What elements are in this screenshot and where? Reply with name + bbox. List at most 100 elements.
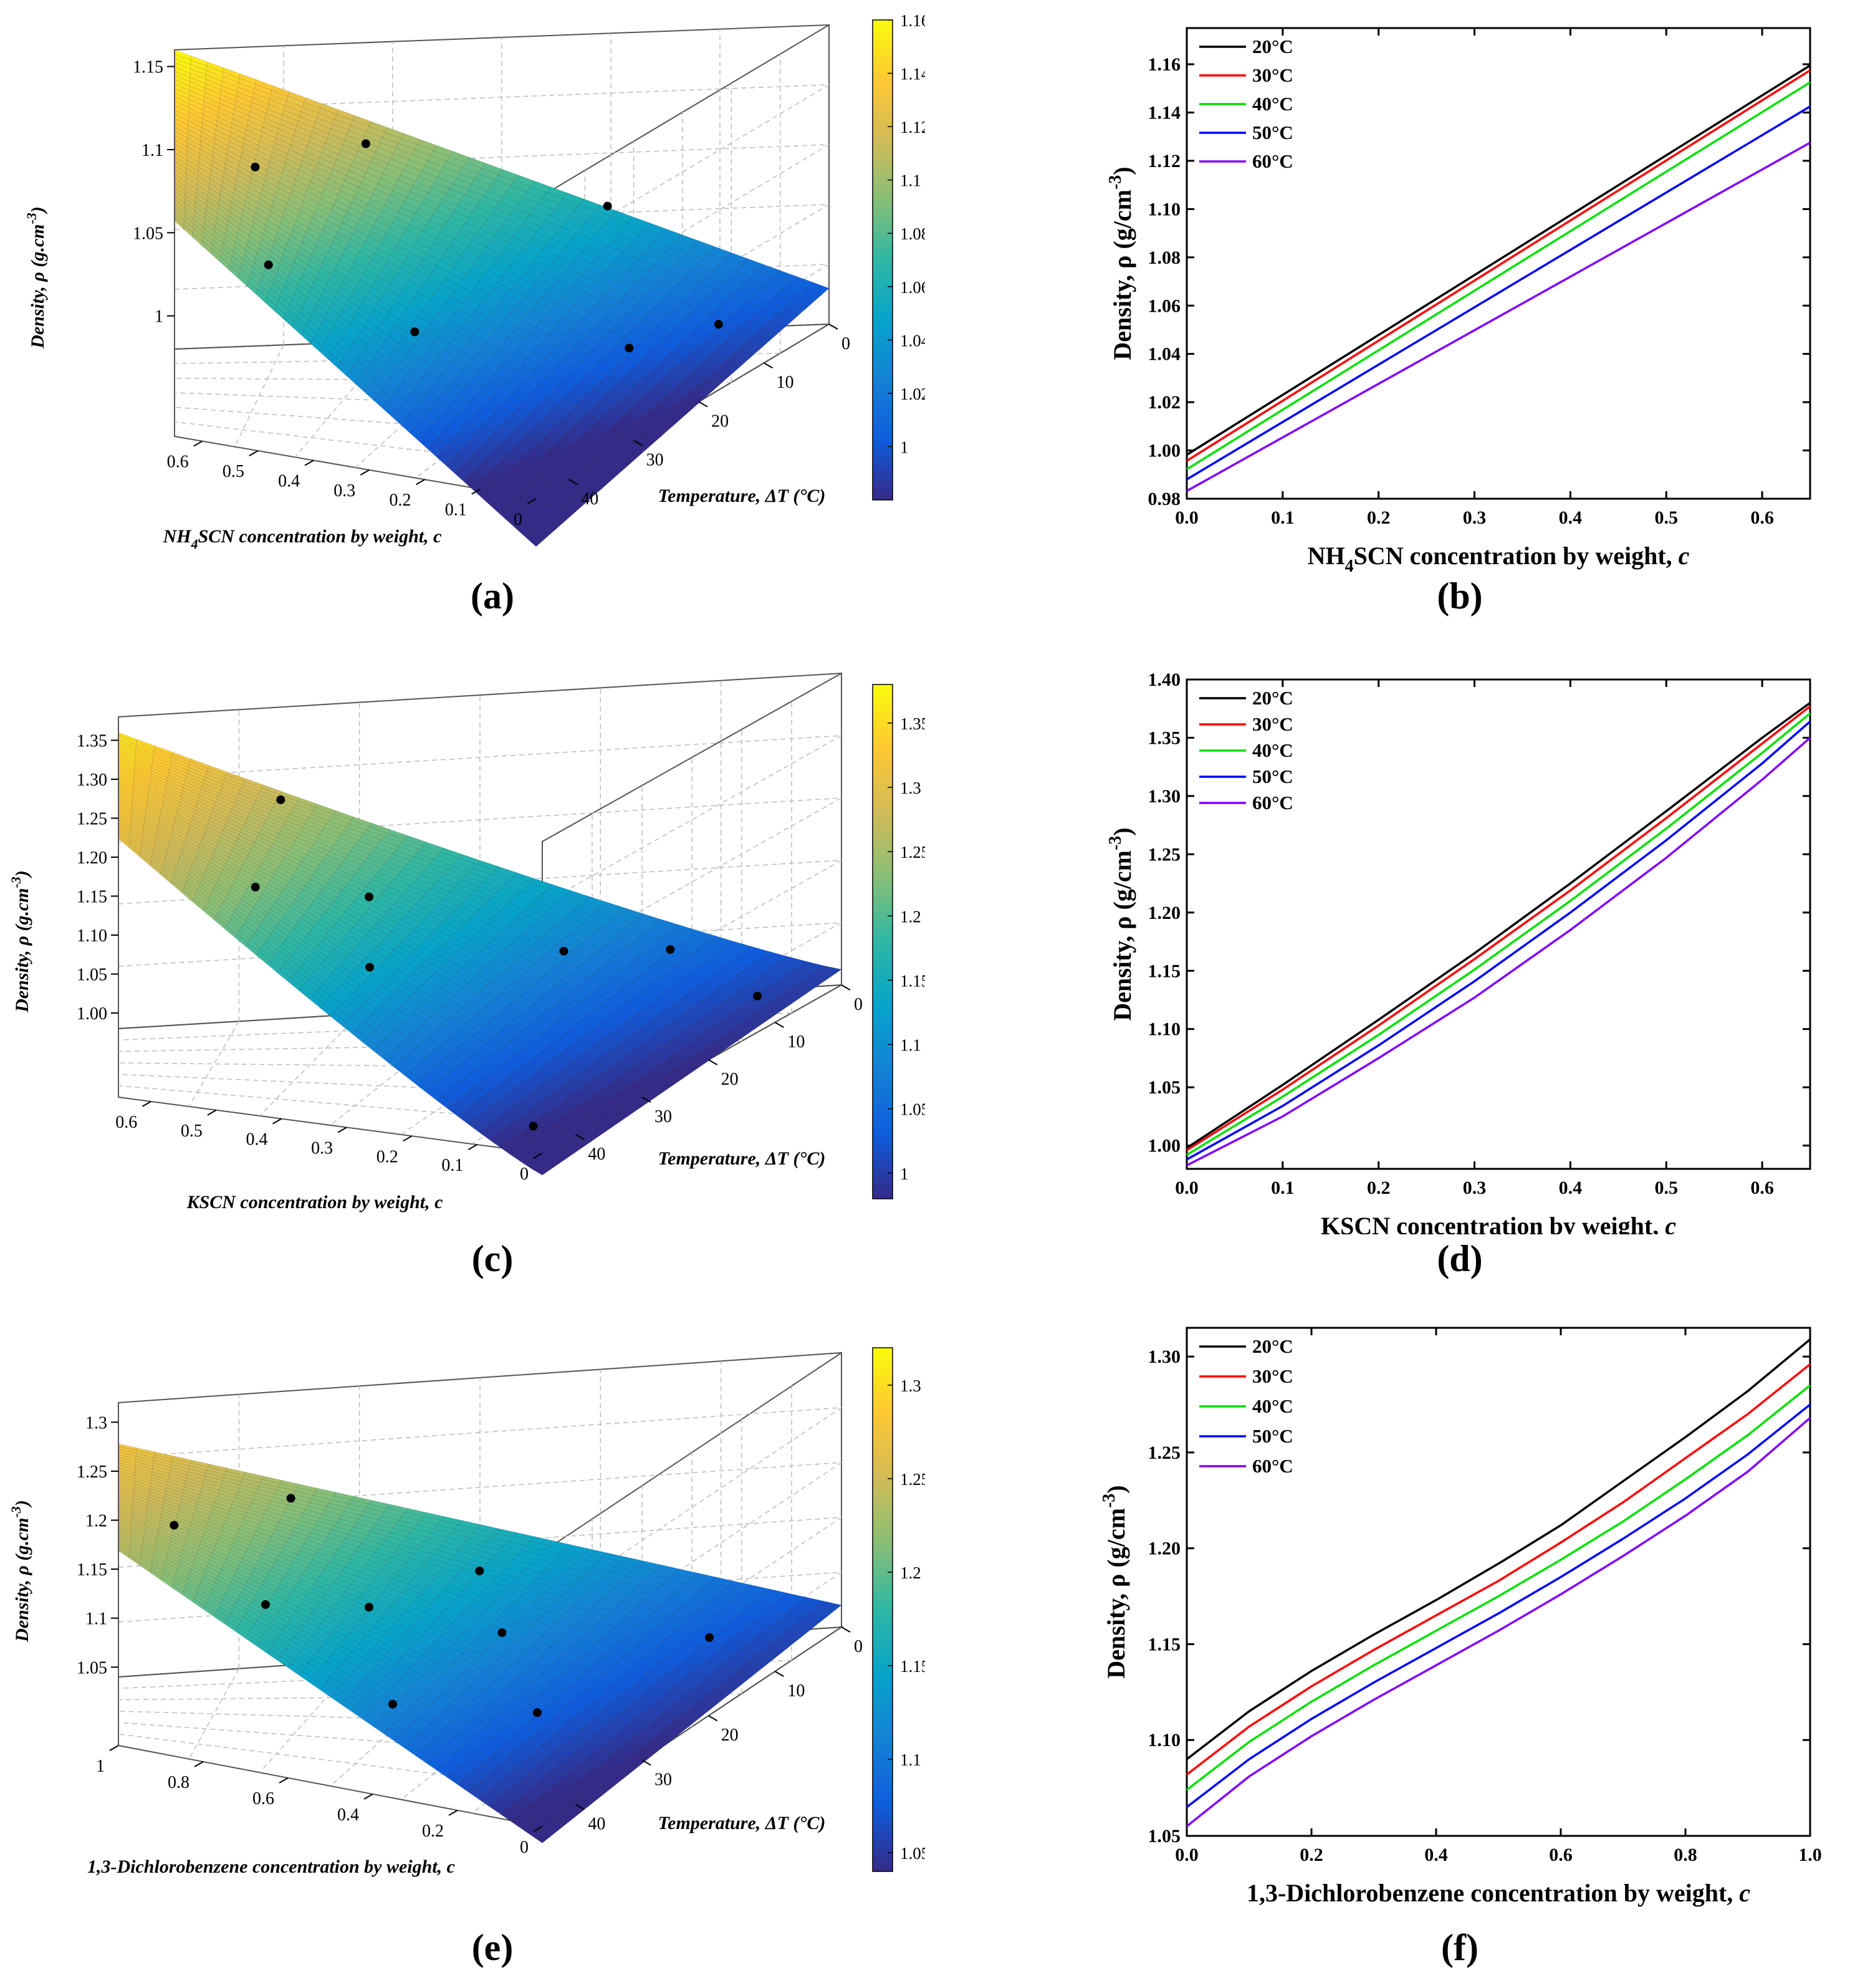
scatter-point xyxy=(753,991,762,1001)
legend-label: 30°C xyxy=(1252,713,1293,735)
c-tick xyxy=(272,1118,282,1125)
colorbar-tick-label: 1.15 xyxy=(900,971,925,990)
z-tick-label: 1.05 xyxy=(133,224,163,243)
surface-mesh xyxy=(174,49,830,547)
colorbar-tick-label: 1.05 xyxy=(900,1844,925,1863)
z-tick-label: 1.10 xyxy=(77,926,107,946)
c-tick xyxy=(194,1761,204,1767)
c-tick-label: 0.5 xyxy=(223,462,244,481)
z-tick-label: 1.1 xyxy=(85,1610,107,1629)
t-tick xyxy=(575,1134,585,1140)
z-axis-label: Density, ρ (g.cm-3) xyxy=(8,1500,32,1643)
grid-line xyxy=(174,84,830,260)
series-line-50°C xyxy=(1186,105,1811,481)
y-tick-label: 1.10 xyxy=(1148,199,1181,219)
c-tick-label: 0 xyxy=(514,510,522,529)
legend-label: 30°C xyxy=(1252,64,1293,86)
c-tick-label: 0 xyxy=(520,1164,529,1184)
c-tick xyxy=(527,498,537,504)
c-tick-label: 0.4 xyxy=(278,471,300,491)
series-line-50°C xyxy=(1186,720,1811,1161)
z-tick-label: 1.05 xyxy=(77,966,107,985)
y-tick-label: 1.30 xyxy=(1148,1347,1181,1367)
series-line-30°C xyxy=(1186,69,1811,462)
x-axis-label: 1,3-Dichlorobenzene concentration by wei… xyxy=(1247,1879,1750,1907)
t-tick-label: 40 xyxy=(581,489,598,509)
t-tick xyxy=(774,1022,784,1028)
series-line-60°C xyxy=(1186,142,1811,492)
t-tick-label: 0 xyxy=(854,1637,863,1656)
z-axis-label: Density, ρ (g.cm-3) xyxy=(24,206,48,349)
x-tick-label: 0.1 xyxy=(1271,507,1295,528)
z-tick-label: 1.15 xyxy=(77,1560,107,1580)
t-tick xyxy=(774,1671,784,1677)
grid-line xyxy=(118,1659,792,1689)
c-tick xyxy=(533,1153,543,1159)
legend-label: 40°C xyxy=(1252,1395,1293,1417)
z-tick-label: 1.15 xyxy=(77,888,107,907)
y-tick-label: 1.20 xyxy=(1148,1539,1181,1559)
grid-line xyxy=(118,1693,742,1701)
t-tick-label: 0 xyxy=(854,995,863,1014)
colorbar-tick-label: 1.02 xyxy=(900,385,925,403)
plot-frame xyxy=(1186,1327,1811,1837)
c-tick xyxy=(249,450,259,456)
c-tick-label: 0.6 xyxy=(167,453,189,472)
series-line-50°C xyxy=(1186,1403,1811,1808)
grid-line xyxy=(188,1668,239,1760)
colorbar xyxy=(872,19,893,501)
scatter-point xyxy=(410,327,419,337)
colorbar-tick-label: 1.3 xyxy=(900,779,921,797)
z-tick-label: 1.25 xyxy=(77,810,107,829)
x-tick-label: 0.4 xyxy=(1424,1845,1448,1865)
x-tick-label: 0.5 xyxy=(1654,1178,1678,1198)
t-tick xyxy=(575,1803,585,1810)
c-tick-label: 0.6 xyxy=(115,1113,137,1132)
scatter-point xyxy=(559,946,568,956)
colorbar xyxy=(872,1347,893,1872)
t-tick-label: 10 xyxy=(787,1681,805,1701)
x-tick-label: 0.4 xyxy=(1559,1178,1583,1198)
scatter-point xyxy=(276,795,285,804)
y-tick-label: 1.40 xyxy=(1148,670,1181,690)
c-tick-label: 0 xyxy=(520,1838,529,1857)
x-tick-label: 0.8 xyxy=(1674,1845,1697,1865)
x-axis-label: NH4SCN concentration by weight, c xyxy=(1308,542,1690,574)
z-axis-label: Density, ρ (g.cm-3) xyxy=(8,870,32,1013)
colorbar-tick-label: 1 xyxy=(900,438,909,456)
panel-label-d: (d) xyxy=(1437,1238,1483,1279)
y-tick-label: 1.00 xyxy=(1148,1136,1181,1156)
colorbar-tick-label: 1.35 xyxy=(900,714,925,733)
scatter-point xyxy=(533,1708,542,1717)
y-tick-label: 1.20 xyxy=(1148,903,1181,923)
y-tick-label: 1.10 xyxy=(1148,1019,1181,1040)
c-tick-label: 0.4 xyxy=(337,1805,359,1825)
colorbar-tick-label: 1.1 xyxy=(900,1750,921,1769)
colorbar-tick-label: 1.06 xyxy=(900,278,925,297)
colorbar-tick-label: 1.04 xyxy=(900,331,925,350)
t-tick-label: 40 xyxy=(588,1814,605,1833)
legend-label: 30°C xyxy=(1252,1365,1293,1387)
t-tick xyxy=(641,1097,651,1103)
c-axis-label: NH4SCN concentration by weight, c xyxy=(163,526,442,552)
colorbar-tick-label: 1.3 xyxy=(900,1376,921,1395)
y-tick-label: 0.98 xyxy=(1148,489,1181,509)
y-tick-label: 1.15 xyxy=(1148,961,1181,981)
series-line-40°C xyxy=(1186,712,1811,1156)
z-tick-label: 1.30 xyxy=(77,771,107,790)
c-tick-label: 0.2 xyxy=(376,1147,398,1166)
surface-mesh xyxy=(118,732,842,1176)
grid-line xyxy=(118,1407,843,1608)
scatter-point xyxy=(251,162,260,171)
legend-label: 50°C xyxy=(1252,766,1293,787)
t-tick xyxy=(568,479,578,485)
line-chart-f: 0.0 0.2 0.4 0.6 0.8 1.0 1.05 1.10 1.15 1.20 1.25 1.… xyxy=(1100,1327,1822,1907)
x-tick-label: 0.1 xyxy=(1271,1178,1295,1198)
t-axis-label: Temperature, ΔT (°C) xyxy=(658,486,826,506)
colorbar-tick-label: 1.15 xyxy=(900,1657,925,1676)
t-axis-label: Temperature, ΔT (°C) xyxy=(658,1813,826,1833)
c-tick xyxy=(471,488,481,495)
x-tick-label: 0.3 xyxy=(1463,1178,1487,1198)
c-tick xyxy=(467,1144,477,1151)
